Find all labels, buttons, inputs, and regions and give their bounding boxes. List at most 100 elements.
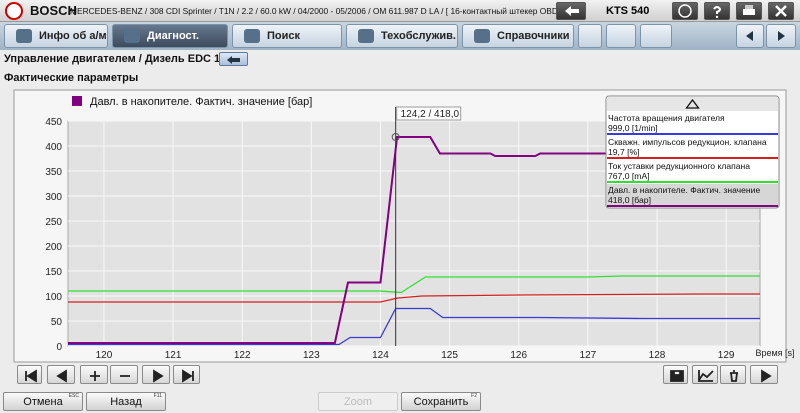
button-label: Сохранить: [413, 396, 469, 408]
network-button[interactable]: [672, 2, 698, 20]
y-tick-label: 50: [51, 317, 63, 328]
section-title: Фактические параметры: [4, 72, 139, 84]
toolbar-button[interactable]: [750, 365, 778, 384]
icon: [698, 370, 714, 382]
back-button[interactable]: [556, 2, 586, 20]
y-tick-label: 400: [45, 142, 62, 153]
series-line: [68, 136, 760, 344]
legend-header: [607, 97, 778, 111]
cursor-point: [391, 133, 400, 141]
button-label: Назад: [110, 396, 142, 408]
y-tick-label: 300: [45, 192, 62, 203]
icon-shape: [153, 369, 164, 383]
button-label: Zoom: [343, 396, 373, 408]
y-tick-label: 350: [45, 167, 62, 178]
icon-shape: [761, 369, 772, 383]
icon-tab[interactable]: [640, 24, 672, 48]
tab-icon: [358, 29, 374, 43]
icon-shape: [56, 369, 67, 383]
toolbar-button[interactable]: [720, 365, 746, 384]
print-button[interactable]: [736, 2, 762, 20]
toolbar-button[interactable]: [80, 365, 108, 384]
logo: [5, 2, 23, 20]
tab-icon: [474, 29, 490, 43]
icon-shape: [670, 370, 684, 382]
legend-reading: 19,7 [%]: [608, 147, 640, 157]
toolbar-button[interactable]: [173, 365, 200, 384]
legend-name: Давл. в накопителе. Фактич. значение: [608, 185, 760, 195]
x-tick-label: 129: [718, 350, 735, 361]
hotkey: ESC: [68, 393, 79, 399]
icon: [182, 369, 194, 383]
x-axis-label: Время [s]: [755, 348, 794, 358]
tab-icon: [244, 29, 260, 43]
icon-shape: [90, 371, 100, 381]
toolbar-button[interactable]: [692, 365, 718, 384]
next-tab[interactable]: [766, 24, 796, 48]
x-tick-label: 123: [303, 350, 320, 361]
help-button[interactable]: [704, 2, 730, 20]
legend-reading: 418,0 [бар]: [608, 195, 651, 205]
toolbar-button[interactable]: [663, 365, 688, 384]
tab[interactable]: Инфо об а/м: [4, 24, 108, 48]
legend-name: Ток уставки редукционного клапана: [608, 161, 750, 171]
vehicle-info: MERCEDES-BENZ / 308 CDI Sprinter / T1N /…: [70, 6, 563, 16]
top-bar: [0, 0, 800, 22]
series-line: [68, 293, 760, 303]
y-tick-label: 250: [45, 217, 62, 228]
toolbar-button[interactable]: [47, 365, 75, 384]
tab[interactable]: Поиск: [232, 24, 342, 48]
x-tick-label: 125: [441, 350, 458, 361]
footer-button[interactable]: Отмена ESC: [3, 392, 83, 411]
icon-tab[interactable]: [578, 24, 602, 48]
close-button[interactable]: [768, 2, 794, 20]
cursor-label: 124,2 / 418,0: [401, 109, 460, 120]
icon-shape: [182, 369, 194, 383]
legend-reading: 999,0 [1/min]: [608, 123, 658, 133]
icon: [90, 371, 100, 381]
icon: [153, 369, 164, 383]
toolbar-button[interactable]: [142, 365, 170, 384]
icon: [120, 375, 130, 377]
icon-shape: [730, 370, 738, 382]
x-tick-label: 127: [580, 350, 597, 361]
x-tick-label: 128: [649, 350, 666, 361]
legend-selected: [607, 184, 778, 207]
chart-title: Давл. в накопителе. Фактич. значение [ба…: [90, 96, 312, 108]
icon: [778, 31, 785, 41]
icon-tab[interactable]: [606, 24, 636, 48]
footer-button: Zoom: [318, 392, 398, 411]
icon: [746, 31, 753, 41]
footer-button[interactable]: Назад F11: [86, 392, 166, 411]
toolbar-button[interactable]: [110, 365, 138, 384]
icon: [743, 5, 755, 15]
icon: [56, 369, 67, 383]
breadcrumb: Управление двигателем / Дизель EDC 15C6: [4, 53, 241, 65]
icon: [761, 369, 772, 383]
series-line: [68, 307, 760, 346]
legend-collapse-icon: [685, 98, 700, 109]
icon: [678, 4, 692, 18]
icon: [227, 56, 240, 64]
icon-shape: [698, 370, 714, 382]
icon: [775, 5, 787, 17]
series-line: [68, 275, 760, 294]
tab-icon: [16, 29, 32, 43]
y-tick-label: 0: [56, 342, 62, 353]
chart: 0 50 100 150 200 250 300 350 400 450 120 121 122 123 1…: [13, 89, 795, 363]
y-tick-label: 450: [45, 117, 62, 128]
button-label: Отмена: [23, 396, 63, 408]
icon-shape: [25, 369, 37, 383]
icon: [25, 369, 37, 383]
x-tick-label: 120: [96, 350, 113, 361]
footer-button[interactable]: Сохранить F2: [401, 392, 481, 411]
prev-tab[interactable]: [736, 24, 764, 48]
legend-box: [605, 95, 780, 209]
hotkey: F11: [153, 393, 162, 399]
x-tick-label: 122: [234, 350, 251, 361]
up-button[interactable]: [219, 52, 248, 66]
legend-name: Частота вращения двигателя: [608, 113, 725, 123]
toolbar-button[interactable]: [17, 365, 42, 384]
tab-icon: [124, 29, 140, 43]
